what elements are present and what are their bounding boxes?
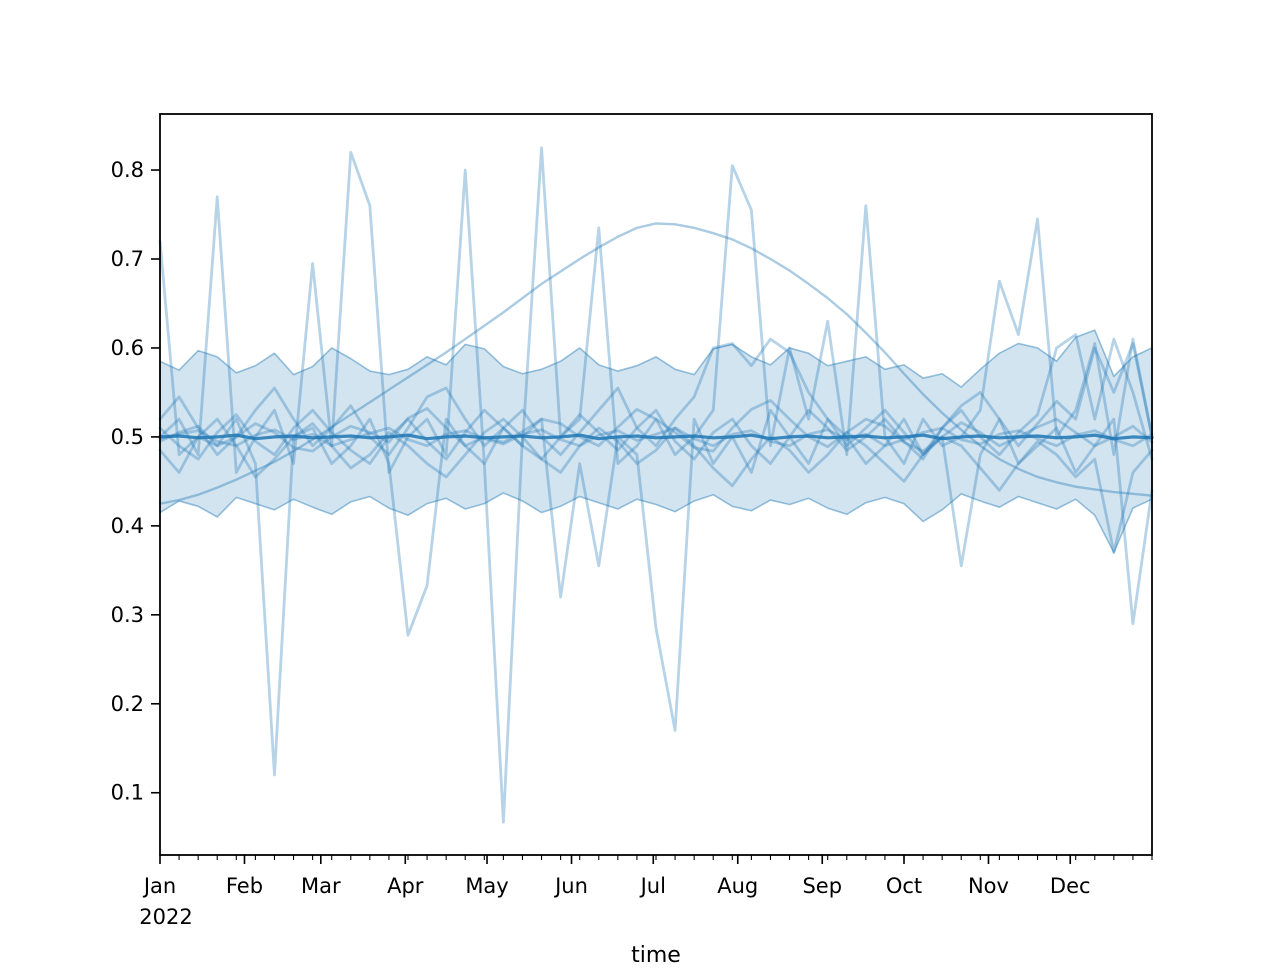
x-tick-label: Dec bbox=[1050, 874, 1091, 898]
x-tick-label: Jun bbox=[553, 874, 588, 898]
x-axis-label: time bbox=[631, 943, 681, 968]
member-6-line bbox=[158, 337, 1154, 457]
x-tick-label: Mar bbox=[301, 874, 341, 898]
x-tick-label: Jan bbox=[142, 874, 176, 898]
y-tick-label: 0.8 bbox=[111, 158, 144, 182]
x-tick-label: Jul bbox=[639, 874, 666, 898]
x-tick-label: Sep bbox=[802, 874, 842, 898]
member-1-line bbox=[158, 146, 1154, 474]
member-2-line bbox=[158, 239, 1154, 824]
y-tick-label: 0.5 bbox=[111, 425, 144, 449]
y-tick-label: 0.3 bbox=[111, 603, 144, 627]
seasonal-trend-line bbox=[158, 222, 1154, 505]
x-tick-label: Feb bbox=[226, 874, 263, 898]
ensemble-median-line bbox=[158, 433, 1154, 441]
x-tick-label: Apr bbox=[387, 874, 424, 898]
x-year-label: 2022 bbox=[139, 905, 192, 929]
y-tick-label: 0.2 bbox=[111, 692, 144, 716]
x-tick-label: May bbox=[465, 874, 508, 898]
y-tick-label: 0.6 bbox=[111, 336, 144, 360]
y-tick-label: 0.1 bbox=[111, 781, 144, 805]
y-tick-label: 0.4 bbox=[111, 514, 144, 538]
x-tick-label: Nov bbox=[968, 874, 1009, 898]
x-tick-label: Oct bbox=[886, 874, 922, 898]
y-tick-label: 0.7 bbox=[111, 247, 144, 271]
x-tick-label: Aug bbox=[717, 874, 758, 898]
member-7-line bbox=[158, 426, 1154, 448]
member-4-line bbox=[158, 333, 1154, 465]
